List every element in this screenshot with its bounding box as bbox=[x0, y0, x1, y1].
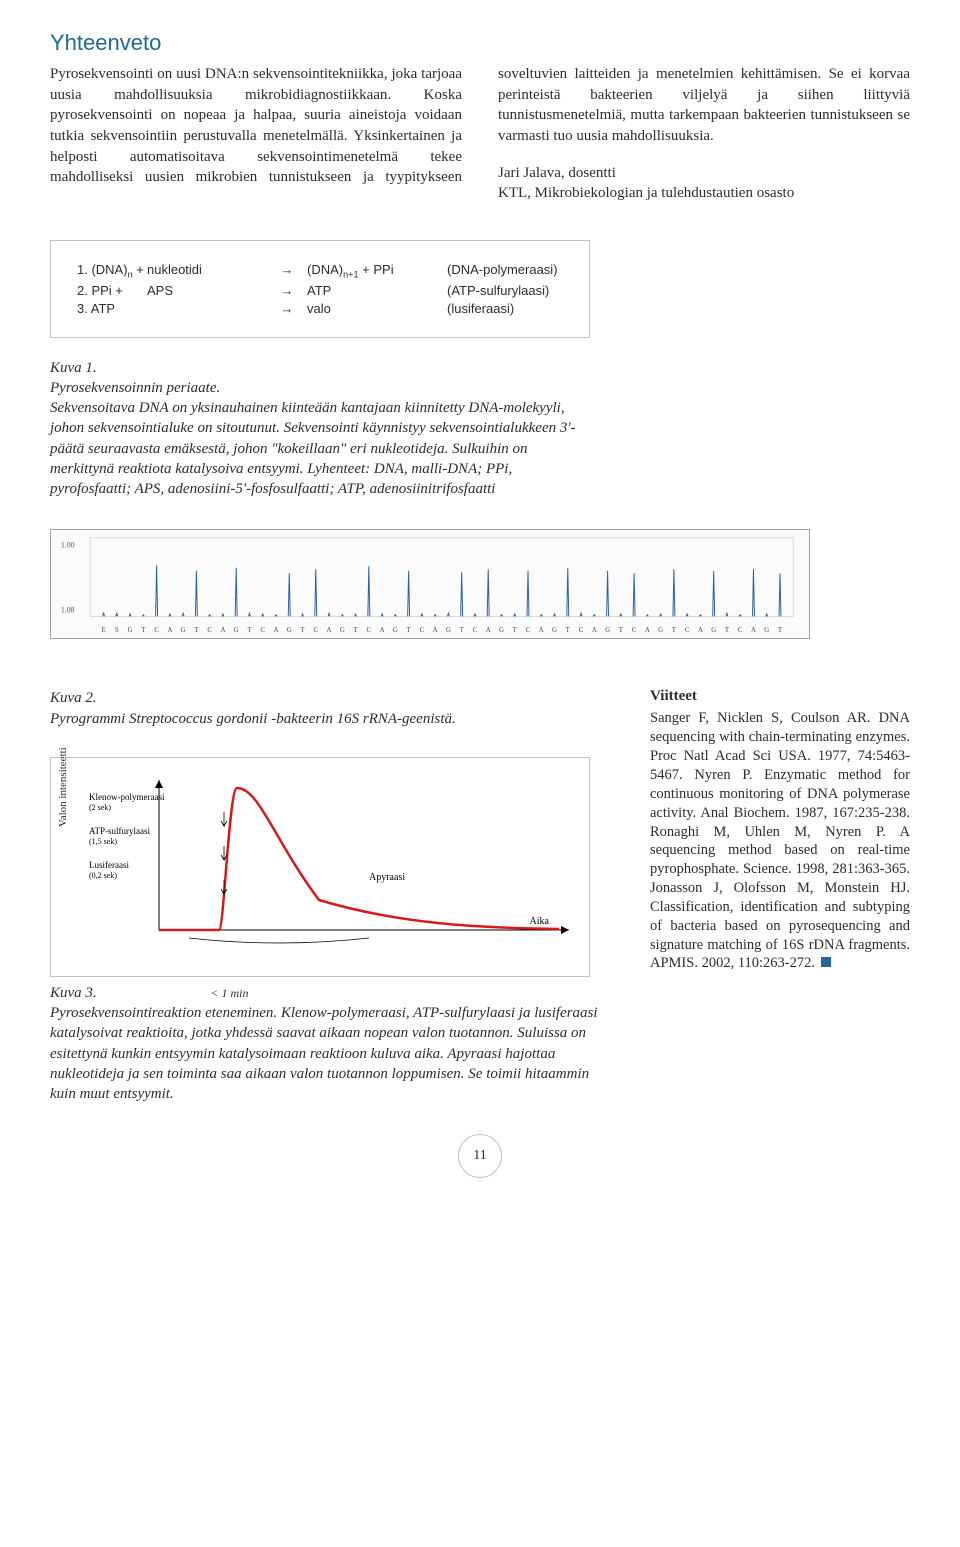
author-block: Jari Jalava, dosentti KTL, Mikrobiekolog… bbox=[498, 163, 910, 204]
svg-text:Lusiferaasi: Lusiferaasi bbox=[89, 860, 129, 870]
svg-text:A: A bbox=[539, 628, 544, 635]
svg-text:Apyraasi: Apyraasi bbox=[369, 872, 405, 883]
svg-text:T: T bbox=[778, 628, 783, 635]
svg-text:C: C bbox=[579, 628, 584, 635]
author-name: Jari Jalava, dosentti bbox=[498, 163, 910, 184]
reactions-box: 1. (DNA)n +nukleotidi→(DNA)n+1 + PPi(DNA… bbox=[50, 240, 590, 338]
svg-text:T: T bbox=[194, 628, 199, 635]
fig1-title: Pyrosekvensoinnin periaate. bbox=[50, 380, 220, 396]
svg-text:Aika: Aika bbox=[530, 916, 550, 927]
svg-text:C: C bbox=[526, 628, 531, 635]
reaction-row: 3. ATP→valo(lusiferaasi) bbox=[77, 301, 563, 316]
svg-text:A: A bbox=[698, 628, 703, 635]
svg-text:C: C bbox=[260, 628, 265, 635]
references-col: Viitteet Sanger F, Nicklen S, Coulson AR… bbox=[650, 688, 910, 1104]
svg-text:(2 sek): (2 sek) bbox=[89, 803, 111, 812]
svg-text:A: A bbox=[592, 628, 597, 635]
svg-text:G: G bbox=[658, 628, 663, 635]
svg-text:C: C bbox=[685, 628, 690, 635]
svg-text:G: G bbox=[340, 628, 345, 635]
fig2-text: Pyrogrammi Streptococcus gordonii -bakte… bbox=[50, 711, 456, 727]
pyrogram-chart: 1.00 1.08 E S G T C A G T C A G T C A G T C A G T C A G T C A G T C A G T… bbox=[50, 529, 810, 639]
svg-text:G: G bbox=[287, 628, 292, 635]
svg-text:T: T bbox=[141, 628, 146, 635]
svg-text:T: T bbox=[672, 628, 677, 635]
fig3-caption: Kuva 3. < 1 min Pyrosekvensointireaktion… bbox=[50, 983, 614, 1105]
svg-text:T: T bbox=[407, 628, 412, 635]
svg-text:G: G bbox=[605, 628, 610, 635]
svg-text:C: C bbox=[313, 628, 318, 635]
fig1-caption: Kuva 1. Pyrosekvensoinnin periaate. Sekv… bbox=[50, 358, 590, 500]
fig2-caption: Kuva 2. Pyrogrammi Streptococcus gordoni… bbox=[50, 688, 614, 729]
svg-text:G: G bbox=[499, 628, 504, 635]
svg-text:C: C bbox=[420, 628, 425, 635]
author-affil: KTL, Mikrobiekologian ja tulehdustautien… bbox=[498, 183, 910, 204]
svg-text:G: G bbox=[711, 628, 716, 635]
svg-text:T: T bbox=[460, 628, 465, 635]
svg-text:A: A bbox=[327, 628, 332, 635]
svg-text:G: G bbox=[234, 628, 239, 635]
svg-text:G: G bbox=[181, 628, 186, 635]
lower-layout: Kuva 2. Pyrogrammi Streptococcus gordoni… bbox=[50, 688, 910, 1104]
fig1-label: Kuva 1. bbox=[50, 360, 97, 376]
svg-text:1.08: 1.08 bbox=[61, 606, 75, 615]
svg-text:C: C bbox=[207, 628, 212, 635]
reaction-row: 1. (DNA)n +nukleotidi→(DNA)n+1 + PPi(DNA… bbox=[77, 262, 563, 280]
fig1-text: Sekvensoitava DNA on yksinauhainen kiint… bbox=[50, 400, 576, 497]
svg-text:Klenow-polymeraasi: Klenow-polymeraasi bbox=[89, 792, 165, 802]
svg-text:A: A bbox=[167, 628, 172, 635]
svg-text:S: S bbox=[115, 628, 119, 635]
svg-text:A: A bbox=[751, 628, 756, 635]
kuva3-ylabel: Valon intensiteetti bbox=[57, 747, 69, 827]
refs-body: Sanger F, Nicklen S, Coulson AR. DNA seq… bbox=[650, 709, 910, 973]
fig3-label: Kuva 3. bbox=[50, 985, 97, 1001]
svg-text:A: A bbox=[645, 628, 650, 635]
summary-title: Yhteenveto bbox=[50, 30, 910, 56]
svg-text:T: T bbox=[619, 628, 624, 635]
svg-text:E: E bbox=[101, 628, 105, 635]
svg-text:(1,5 sek): (1,5 sek) bbox=[89, 837, 117, 846]
page-number: 11 bbox=[458, 1134, 502, 1178]
svg-text:T: T bbox=[247, 628, 252, 635]
svg-text:T: T bbox=[566, 628, 571, 635]
kuva3-xnote: < 1 min bbox=[210, 986, 248, 1000]
svg-text:G: G bbox=[128, 628, 133, 635]
svg-text:C: C bbox=[154, 628, 159, 635]
svg-text:C: C bbox=[738, 628, 743, 635]
reaction-row: 2. PPi +APS→ATP(ATP-sulfurylaasi) bbox=[77, 283, 563, 298]
fig3-text: Pyrosekvensointireaktion eteneminen. Kle… bbox=[50, 1005, 598, 1102]
kuva3-chart: Klenow-polymeraasi(2 sek) ATP-sulfurylaas… bbox=[89, 770, 589, 960]
svg-text:G: G bbox=[393, 628, 398, 635]
svg-text:T: T bbox=[513, 628, 518, 635]
svg-text:C: C bbox=[473, 628, 478, 635]
svg-text:T: T bbox=[353, 628, 358, 635]
summary-columns: Pyrosekvensointi on uusi DNA:n sekvensoi… bbox=[50, 64, 910, 204]
kuva3-panel: Valon intensiteetti Klenow-polymeraasi(2… bbox=[50, 757, 590, 977]
fig2-label: Kuva 2. bbox=[50, 690, 97, 706]
refs-title: Viitteet bbox=[650, 688, 910, 705]
svg-text:G: G bbox=[552, 628, 557, 635]
svg-text:A: A bbox=[220, 628, 225, 635]
svg-text:T: T bbox=[300, 628, 305, 635]
svg-text:A: A bbox=[273, 628, 278, 635]
svg-text:A: A bbox=[486, 628, 491, 635]
svg-text:G: G bbox=[764, 628, 769, 635]
svg-text:T: T bbox=[725, 628, 730, 635]
end-square-icon bbox=[821, 957, 831, 967]
svg-text:G: G bbox=[446, 628, 451, 635]
svg-text:ATP-sulfurylaasi: ATP-sulfurylaasi bbox=[89, 826, 150, 836]
svg-text:A: A bbox=[380, 628, 385, 635]
svg-text:C: C bbox=[632, 628, 637, 635]
svg-text:(0,2 sek): (0,2 sek) bbox=[89, 871, 117, 880]
svg-text:A: A bbox=[433, 628, 438, 635]
lower-left-col: Kuva 2. Pyrogrammi Streptococcus gordoni… bbox=[50, 688, 614, 1104]
svg-text:1.00: 1.00 bbox=[61, 541, 75, 550]
svg-text:C: C bbox=[367, 628, 372, 635]
